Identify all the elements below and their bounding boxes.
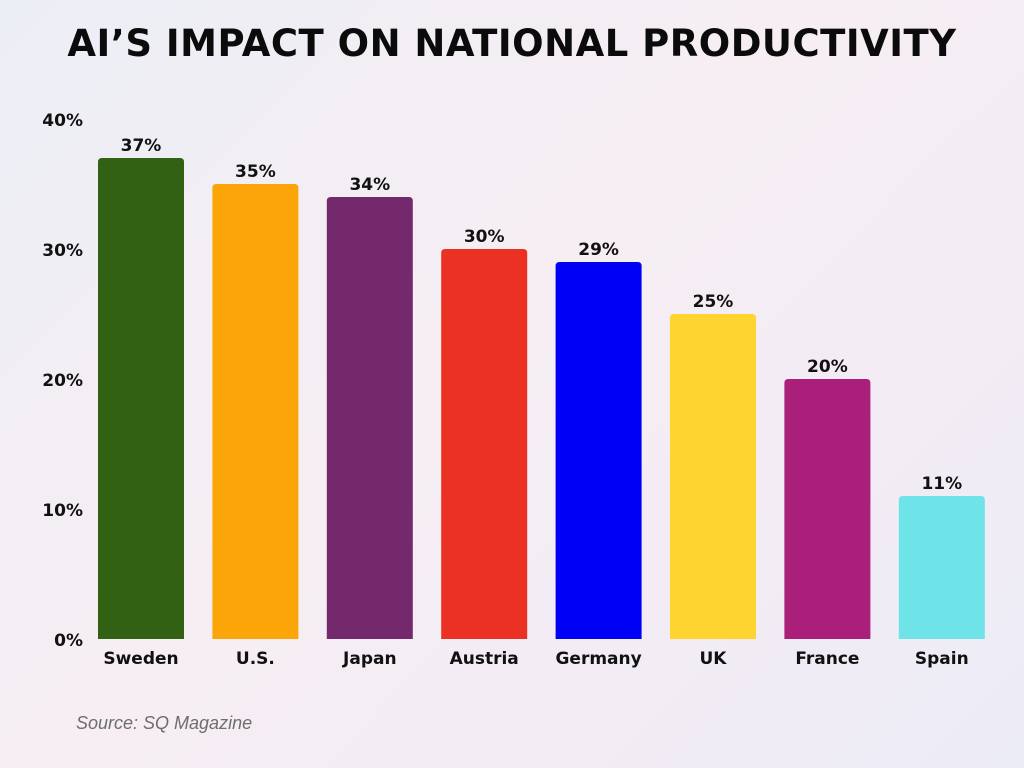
y-tick-label: 20% [42,371,83,391]
bar-value-label: 29% [578,240,619,260]
bar-u-s [212,184,299,639]
x-tick-label: Japan [342,649,397,669]
bar-value-label: 11% [921,474,962,494]
y-tick-label: 10% [42,501,83,521]
x-tick-label: France [795,649,859,669]
x-tick-label: Sweden [103,649,178,669]
bar-uk [670,314,756,639]
bar-value-label: 30% [464,227,505,247]
y-tick-label: 0% [54,631,83,651]
y-tick-label: 40% [42,111,83,131]
bar-austria [441,249,528,639]
bar-value-label: 37% [121,136,162,156]
value-labels-group: 37% 35% 34% 30% 29% 25% 20% 11% [121,136,963,494]
x-tick-label: U.S. [236,649,275,669]
source-note: Source: SQ Magazine [76,713,253,733]
chart-title: AI’S IMPACT ON NATIONAL PRODUCTIVITY [67,22,957,65]
x-tick-label: UK [700,649,728,669]
bar-france [784,379,871,639]
bar-value-label: 25% [693,292,734,312]
x-tick-label: Austria [450,649,519,669]
bars-group [98,158,985,639]
bar-japan [326,197,413,639]
y-axis: 0% 10% 20% 30% 40% [42,111,83,651]
x-axis: Sweden U.S. Japan Austria Germany UK France Spa… [103,649,968,669]
bar-sweden [98,158,184,639]
x-tick-label: Spain [915,649,969,669]
bar-spain [898,496,985,639]
x-tick-label: Germany [555,649,641,669]
bar-value-label: 34% [349,175,390,195]
bar-germany [555,262,642,639]
bar-value-label: 35% [235,162,276,182]
y-tick-label: 30% [42,241,83,261]
bar-value-label: 20% [807,357,848,377]
